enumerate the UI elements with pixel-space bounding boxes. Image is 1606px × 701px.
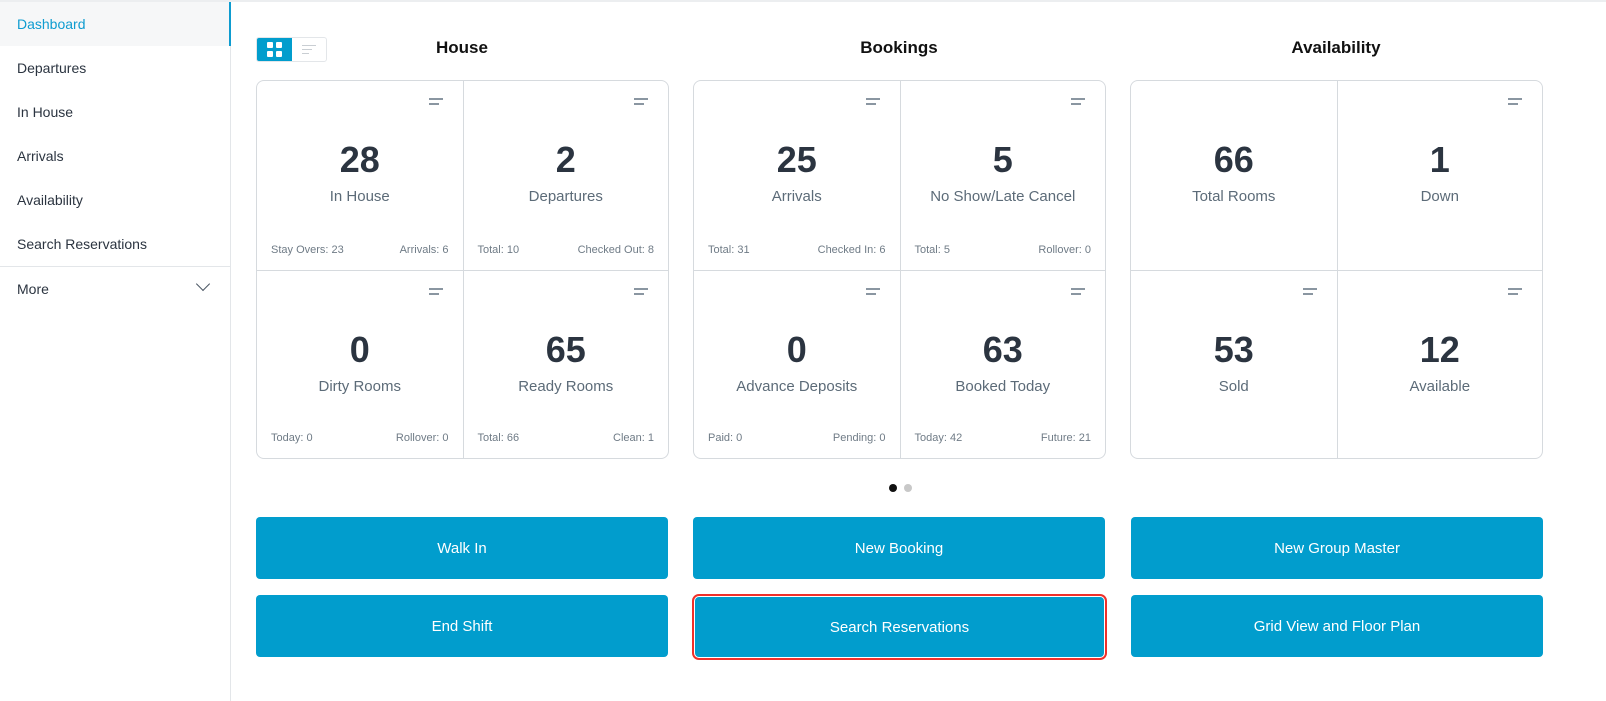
tile-value: 63	[982, 328, 1023, 370]
view-toggle	[256, 37, 327, 62]
tile-label: Dirty Rooms	[318, 377, 401, 395]
tile-available[interactable]: 12 Available	[1336, 269, 1542, 458]
tile-departures[interactable]: 2 Departures Total: 10 Checked Out: 8	[462, 81, 669, 270]
tile-footer-left: Total: 5	[914, 243, 950, 256]
new-group-master-button[interactable]: New Group Master	[1131, 517, 1543, 579]
tile-menu-icon[interactable]	[634, 287, 648, 298]
sidebar-item-dashboard[interactable]: Dashboard	[0, 2, 231, 46]
sidebar-item-search-reservations[interactable]: Search Reservations	[17, 236, 147, 252]
tile-footer-right: Pending: 0	[832, 432, 886, 444]
more-label: More	[17, 281, 49, 297]
walk-in-button[interactable]: Walk In	[256, 517, 668, 579]
tile-down[interactable]: 1 Down	[1336, 81, 1543, 270]
bookings-card: 25 Arrivals Total: 31 Checked In: 6 5 No Show…	[693, 80, 1106, 459]
tile-label: Ready Rooms	[518, 377, 614, 395]
pager-dot-1[interactable]	[889, 484, 897, 492]
tile-menu-icon[interactable]	[865, 98, 880, 108]
tile-ready-rooms[interactable]: 65 Ready Rooms Total: 66 Clean: 1	[462, 269, 668, 458]
tile-footer-left: Today: 0	[271, 432, 313, 444]
tile-label: Departures	[528, 188, 603, 205]
grid-icon	[266, 42, 282, 57]
search-reservations-button[interactable]: Search Reservations	[692, 594, 1107, 660]
tile-label: No Show/Late Cancel	[930, 188, 1076, 205]
sidebar-item-availability[interactable]: Availability	[17, 192, 83, 208]
end-shift-button[interactable]: End Shift	[256, 595, 668, 657]
tile-value: 2	[555, 139, 576, 180]
tile-footer-left: Stay Overs: 23	[271, 243, 344, 256]
sidebar: Dashboard Departures In House Arrivals A…	[0, 2, 231, 701]
tile-menu-icon[interactable]	[1508, 287, 1522, 298]
tile-menu-icon[interactable]	[428, 287, 443, 298]
tile-footer-right: Rollover: 0	[1038, 243, 1091, 256]
tile-menu-icon[interactable]	[1302, 287, 1317, 298]
list-icon	[301, 42, 316, 57]
tile-footer-right: Checked In: 6	[817, 243, 886, 256]
sidebar-item-in-house[interactable]: In House	[17, 104, 74, 120]
pager-dot-2[interactable]	[904, 484, 912, 492]
tile-value: 1	[1429, 139, 1450, 180]
availability-card: 66 Total Rooms 1 Down 53 Sold 12 Available	[1130, 80, 1543, 459]
tile-sold[interactable]: 53 Sold	[1131, 269, 1337, 459]
tile-footer-left: Paid: 0	[708, 432, 743, 444]
tile-footer-left: Today: 42	[914, 432, 963, 444]
tile-label: Down	[1420, 188, 1459, 205]
section-title-house: House	[436, 38, 488, 57]
tile-value: 66	[1213, 139, 1254, 180]
tile-footer-right: Future: 21	[1040, 432, 1091, 444]
tile-menu-icon[interactable]	[1071, 98, 1085, 108]
sidebar-item-arrivals[interactable]: Arrivals	[17, 148, 64, 164]
tile-value: 25	[776, 139, 817, 180]
carousel-pager	[889, 484, 912, 492]
tile-label: In House	[329, 188, 390, 205]
tile-menu-icon[interactable]	[1071, 287, 1085, 298]
section-title-availability: Availability	[1291, 38, 1381, 57]
tile-label: Advance Deposits	[736, 377, 858, 395]
tile-menu-icon[interactable]	[634, 98, 648, 108]
tile-value: 12	[1419, 328, 1460, 370]
tile-label: Booked Today	[955, 377, 1051, 395]
tile-menu-icon[interactable]	[865, 287, 880, 298]
tile-footer-right: Checked Out: 8	[577, 243, 654, 256]
house-card: 28 In House Stay Overs: 23 Arrivals: 6 2 Depa…	[256, 80, 669, 459]
sidebar-item-more[interactable]: More	[0, 266, 230, 310]
tile-footer-right: Clean: 1	[613, 432, 654, 444]
tile-menu-icon[interactable]	[1508, 98, 1522, 108]
tile-label: Available	[1409, 377, 1471, 395]
tile-menu-icon[interactable]	[428, 98, 443, 108]
tile-total-rooms[interactable]: 66 Total Rooms	[1131, 81, 1337, 270]
tile-label: Sold	[1218, 377, 1249, 395]
tile-value: 28	[339, 139, 380, 180]
tile-value: 53	[1213, 328, 1254, 370]
tile-value: 65	[545, 328, 586, 370]
list-view-button[interactable]	[292, 38, 327, 61]
tile-label: Arrivals	[771, 188, 822, 205]
tile-in-house[interactable]: 28 In House Stay Overs: 23 Arrivals: 6	[257, 81, 463, 270]
tile-footer-left: Total: 10	[477, 243, 520, 256]
tile-footer-right: Rollover: 0	[395, 432, 449, 444]
tile-booked-today[interactable]: 63 Booked Today Today: 42 Future: 21	[899, 269, 1105, 458]
tile-advance-deposits[interactable]: 0 Advance Deposits Paid: 0 Pending: 0	[694, 269, 900, 459]
tile-value: 5	[992, 139, 1013, 180]
tile-value: 0	[349, 328, 370, 370]
chevron-down-icon	[195, 276, 211, 292]
tile-footer-left: Total: 31	[708, 243, 750, 256]
tile-footer-left: Total: 66	[477, 432, 520, 444]
tile-label: Total Rooms	[1192, 188, 1276, 205]
tile-no-show-late-cancel[interactable]: 5 No Show/Late Cancel Total: 5 Rollover: 0	[899, 81, 1106, 270]
sidebar-item-departures[interactable]: Departures	[17, 60, 87, 76]
tile-footer-right: Arrivals: 6	[399, 243, 449, 256]
new-booking-button[interactable]: New Booking	[693, 517, 1105, 579]
section-title-bookings: Bookings	[860, 38, 938, 57]
tile-arrivals[interactable]: 25 Arrivals Total: 31 Checked In: 6	[694, 81, 900, 270]
tile-dirty-rooms[interactable]: 0 Dirty Rooms Today: 0 Rollover: 0	[257, 269, 463, 459]
grid-view-floor-plan-button[interactable]: Grid View and Floor Plan	[1131, 595, 1543, 657]
grid-view-button[interactable]	[257, 38, 292, 61]
tile-value: 0	[786, 328, 807, 370]
top-border	[0, 0, 1606, 2]
